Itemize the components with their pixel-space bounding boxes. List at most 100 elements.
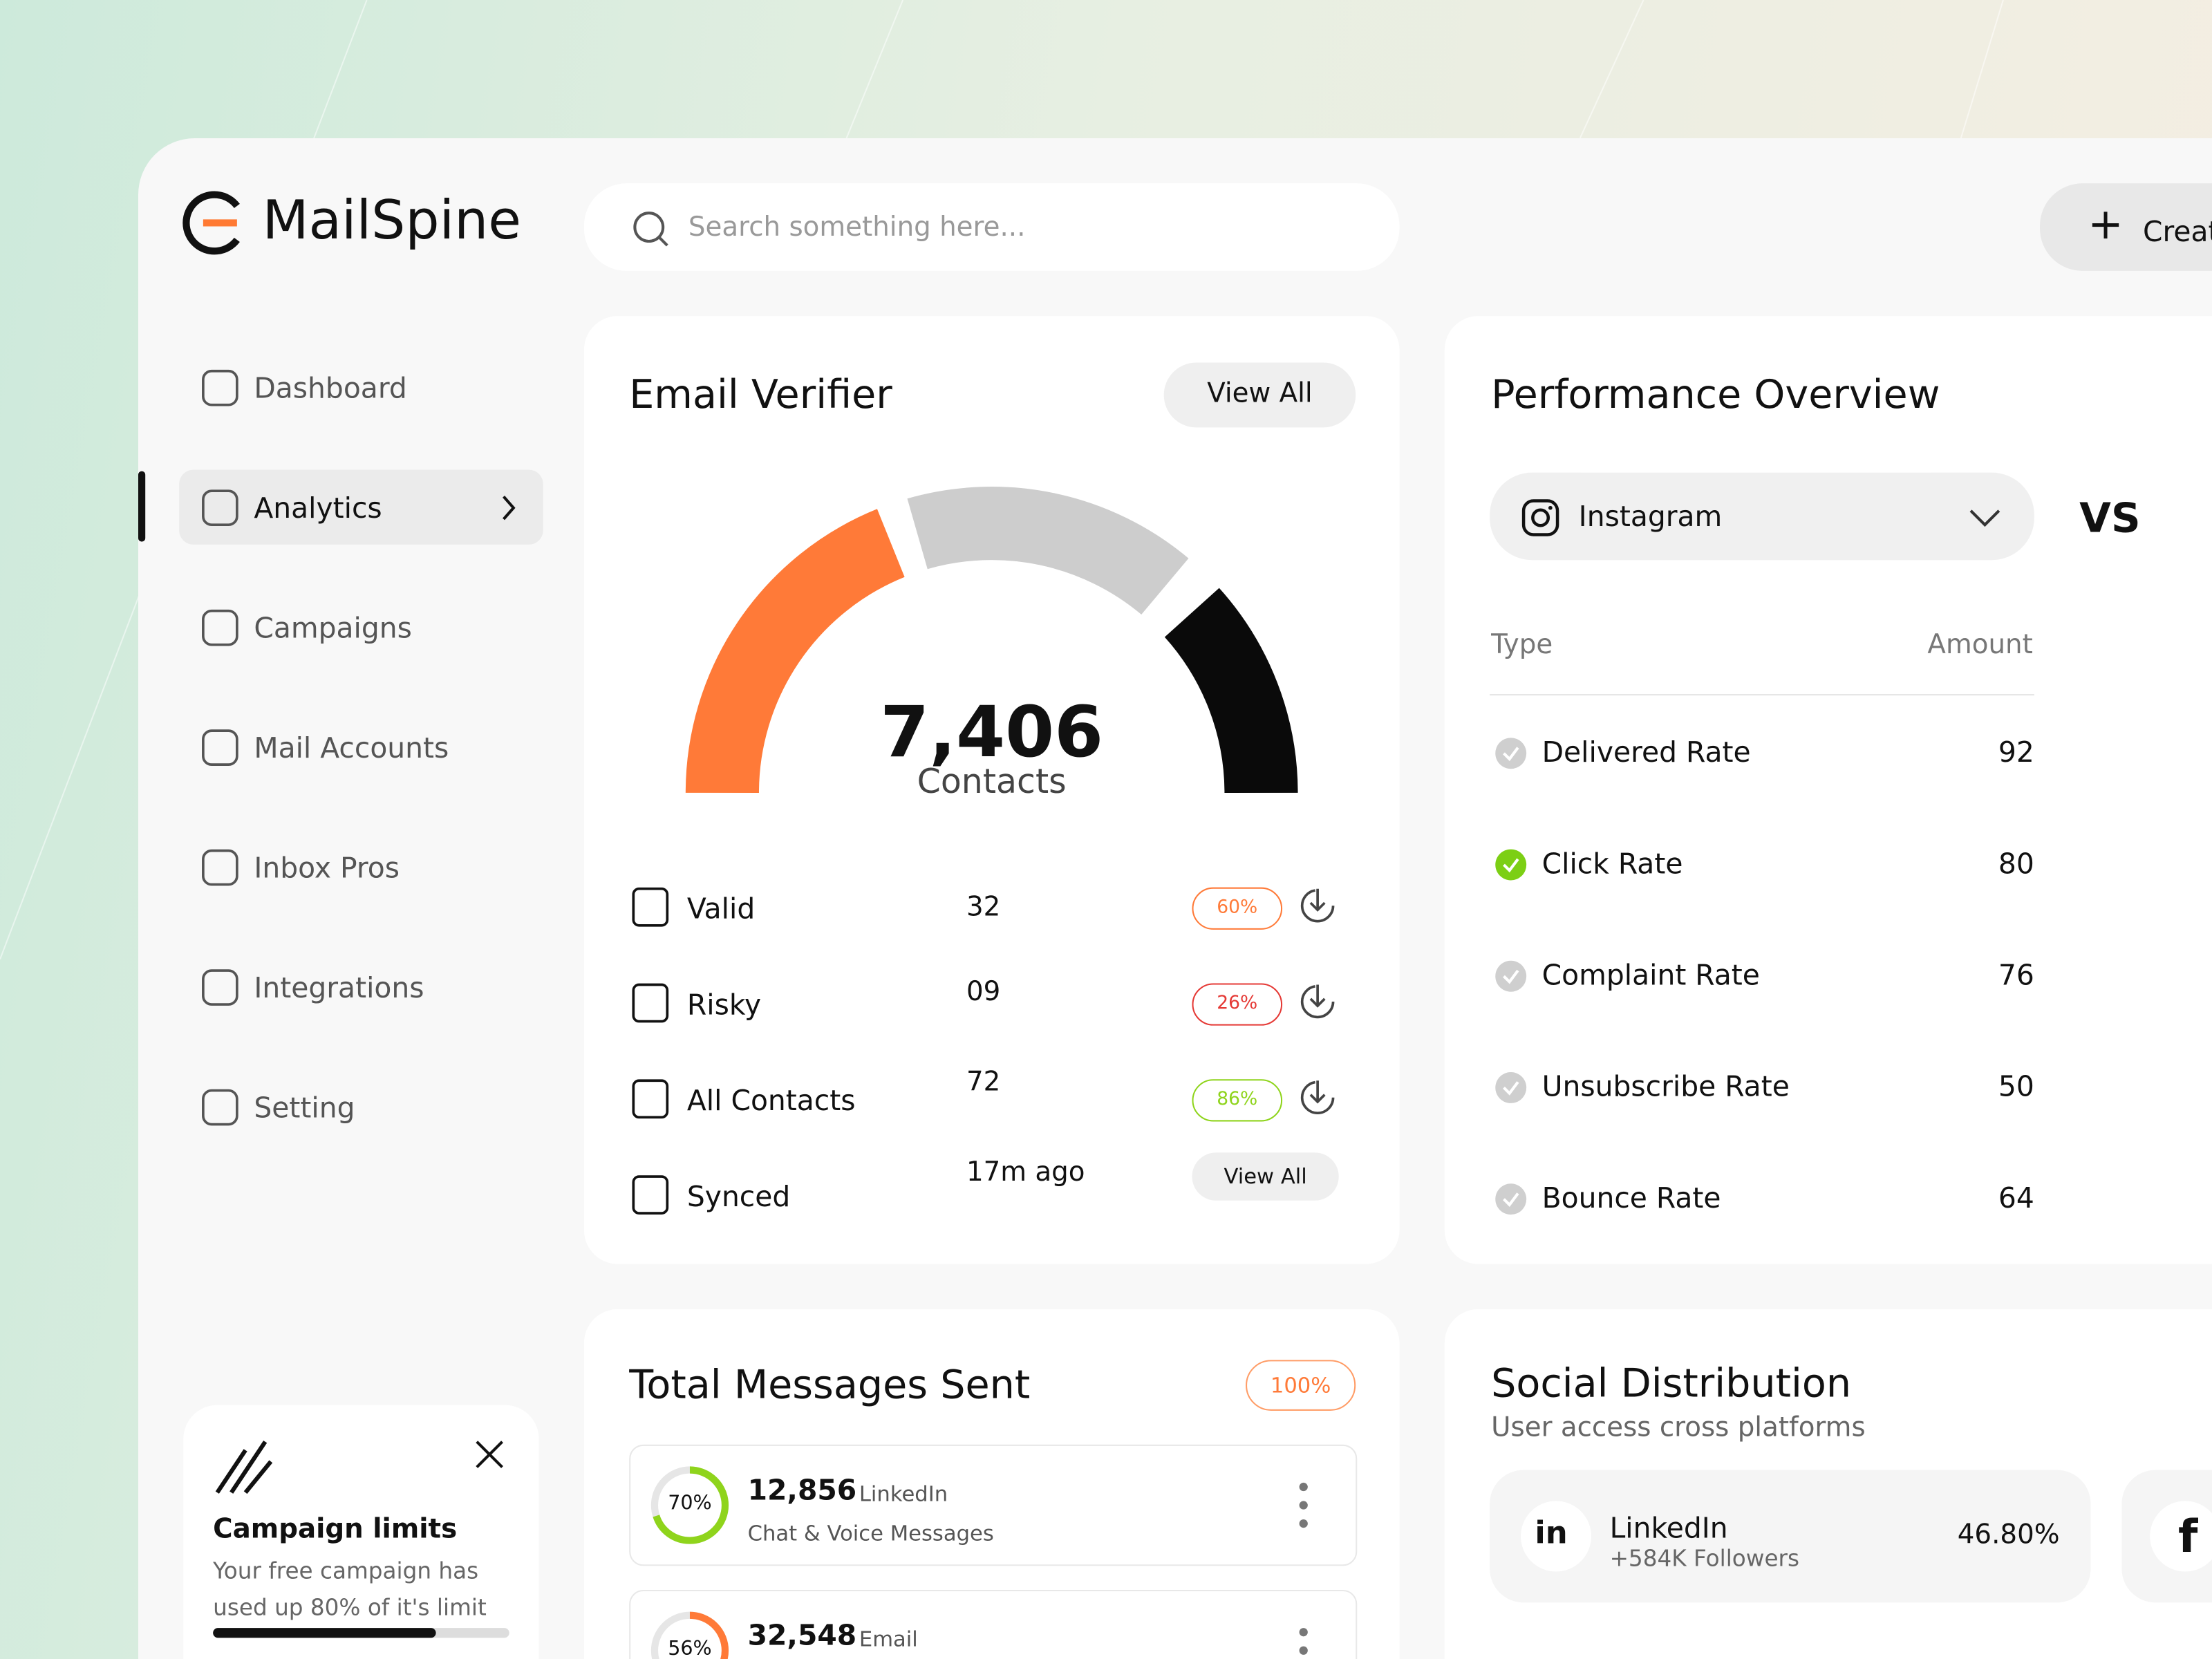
card-subtitle: User access cross platforms — [1491, 1412, 1866, 1443]
nav-icon — [202, 489, 238, 527]
gauge-label: Contacts — [917, 762, 1067, 802]
rate-amount: 50 — [1998, 1069, 2034, 1103]
message-source: Email — [859, 1627, 918, 1652]
divider — [1490, 694, 2034, 696]
row-value: 32 — [966, 891, 1001, 923]
row-icon — [632, 983, 669, 1023]
progress-ring — [650, 1466, 729, 1544]
message-description: Chat & Voice Messages — [747, 1520, 994, 1546]
ring-label: 56% — [668, 1638, 712, 1659]
platform-name: Instagram — [1578, 499, 1723, 534]
rate-amount: 76 — [1998, 957, 2034, 992]
message-item — [629, 1589, 1358, 1659]
close-icon[interactable] — [474, 1439, 505, 1470]
ring-progress — [650, 1466, 729, 1544]
campaign-text: Your free campaign has used up 80% of it… — [213, 1557, 487, 1621]
campaign-title: Campaign limits — [213, 1513, 458, 1545]
rate-name: Complaint Rate — [1541, 957, 1760, 992]
plus-icon: + — [2088, 200, 2124, 250]
vs-label: VS — [2079, 494, 2141, 542]
download-icon — [1300, 984, 1335, 1019]
badge: 100% — [1246, 1360, 1356, 1411]
rate-name: Bounce Rate — [1541, 1181, 1721, 1215]
card-title: Total Messages Sent — [629, 1361, 1031, 1408]
more-icon — [1299, 1482, 1308, 1528]
more-icon — [1299, 1628, 1308, 1655]
message-source: LinkedIn — [859, 1481, 948, 1507]
row-label: Synced — [686, 1179, 791, 1214]
progress-track — [213, 1628, 509, 1638]
nav-icon — [202, 849, 238, 886]
row-label: All Contacts — [686, 1083, 856, 1118]
check-icon — [1495, 960, 1527, 992]
search-placeholder: Search something here... — [688, 212, 1026, 243]
download-icon — [1300, 888, 1335, 923]
campaign-card — [183, 1405, 539, 1659]
gauge — [685, 487, 1298, 794]
facebook-icon: f — [2150, 1501, 2212, 1572]
rate-name: Unsubscribe Rate — [1541, 1069, 1790, 1103]
gauge-total: 7,406 — [880, 691, 1104, 774]
brand: MailSpine — [262, 189, 521, 252]
percent-badge: 60% — [1192, 887, 1283, 930]
nav-active-bg[interactable] — [179, 469, 543, 545]
search-icon — [633, 212, 668, 247]
row-value: 17m ago — [966, 1156, 1085, 1188]
social-followers: +584K Followers — [1609, 1544, 1799, 1572]
column-header: Amount — [1927, 629, 2033, 661]
rate-amount: 92 — [1998, 735, 2034, 769]
create-button[interactable] — [2040, 183, 2212, 271]
social-share: 46.80% — [1957, 1519, 2060, 1550]
linkedin-icon: in — [1520, 1501, 1592, 1572]
view-all-button[interactable] — [1163, 362, 1356, 428]
nav-item[interactable]: Setting — [254, 1090, 355, 1125]
nav-icon — [202, 729, 238, 766]
check-icon — [1495, 1183, 1527, 1215]
rate-amount: 64 — [1998, 1181, 2034, 1215]
nav-icon — [202, 369, 238, 406]
card-title: Performance Overview — [1491, 371, 1940, 418]
search-box[interactable] — [583, 183, 1400, 271]
nav-item[interactable]: Integrations — [254, 971, 424, 1005]
message-count: 12,856 — [747, 1472, 857, 1507]
check-icon — [1495, 1072, 1527, 1103]
nav-icon — [202, 609, 238, 646]
nav-item[interactable]: Campaigns — [254, 610, 412, 645]
social-name: LinkedIn — [1609, 1510, 1728, 1545]
nav-item[interactable]: Inbox Pros — [254, 850, 400, 885]
active-indicator — [138, 471, 146, 542]
view-all-label: View All — [1224, 1163, 1307, 1190]
nav-icon — [202, 1089, 238, 1126]
ring-progress — [650, 1611, 729, 1659]
nav-item[interactable]: Dashboard — [254, 371, 407, 405]
row-icon — [632, 1175, 669, 1215]
nav-item[interactable]: Mail Accounts — [254, 731, 449, 765]
view-all-label: View All — [1207, 377, 1313, 409]
instagram-icon — [1521, 499, 1559, 536]
chevron-down — [1969, 509, 2000, 527]
percent-badge: 86% — [1192, 1079, 1283, 1122]
row-label: Risky — [686, 987, 762, 1022]
message-item — [629, 1444, 1358, 1566]
row-icon — [632, 1079, 669, 1119]
percent-badge: 26% — [1192, 983, 1283, 1026]
nav-item[interactable]: Analytics — [254, 491, 382, 525]
rate-amount: 80 — [1998, 846, 2034, 881]
logo — [182, 191, 240, 255]
row-value: 09 — [966, 976, 1001, 1008]
progress-ring — [650, 1611, 729, 1659]
row-icon — [632, 887, 669, 927]
download-icon — [1300, 1080, 1335, 1115]
row-value: 72 — [966, 1066, 1001, 1098]
rocket-icon — [215, 1441, 273, 1494]
rate-name: Click Rate — [1541, 846, 1683, 881]
rate-name: Delivered Rate — [1541, 735, 1751, 769]
row-label: Valid — [686, 891, 756, 926]
card-title: Email Verifier — [629, 371, 892, 418]
card-title: Social Distribution — [1491, 1360, 1852, 1407]
platform-select[interactable] — [1490, 472, 2034, 561]
chevron-right — [503, 496, 516, 521]
check-icon — [1495, 738, 1527, 769]
view-all-button[interactable] — [1192, 1152, 1339, 1201]
